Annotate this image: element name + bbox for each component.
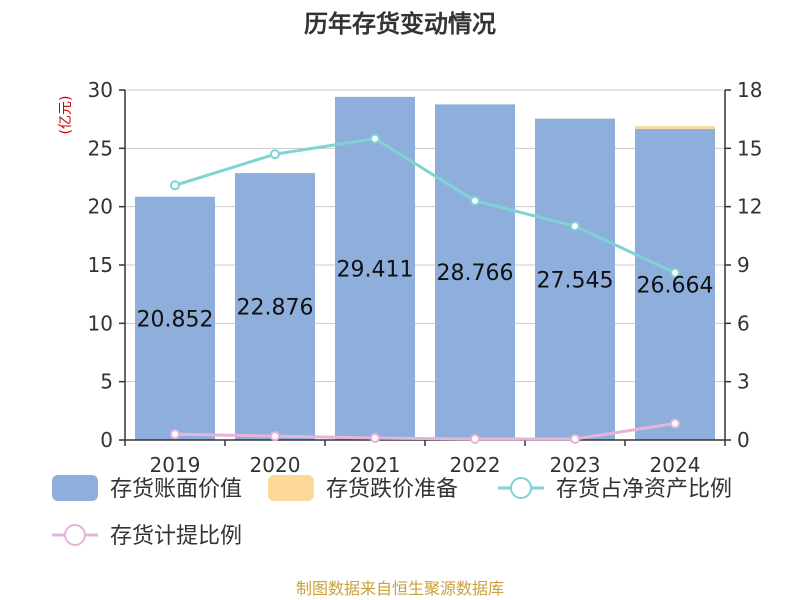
legend-marker: [510, 477, 532, 499]
bar-book-value: [135, 196, 215, 440]
x-tick-label: 2021: [350, 453, 401, 477]
line-point: [570, 221, 580, 232]
bars: [135, 96, 715, 441]
left-tick-label: 25: [88, 136, 113, 160]
bar-value-label: 26.664: [637, 273, 714, 298]
left-tick-label: 0: [100, 428, 113, 452]
line-point: [570, 434, 580, 445]
line-point: [670, 418, 680, 429]
bar-value-label: 29.411: [337, 257, 414, 282]
x-tick-label: 2020: [250, 453, 301, 477]
legend-label: 存货账面价值: [110, 477, 242, 502]
line-point: [470, 434, 480, 445]
x-tick-label: 2024: [650, 453, 701, 477]
bar-value-label: 27.545: [537, 268, 614, 293]
gridlines: [125, 89, 725, 383]
right-tick-label: 6: [737, 311, 750, 335]
right-tick-label: 3: [737, 370, 750, 394]
left-tick-label: 20: [88, 195, 113, 219]
left-tick-label: 10: [88, 311, 113, 335]
data-source-note: 制图数据来自恒生聚源数据库: [296, 579, 504, 598]
right-tick-label: 0: [737, 428, 750, 452]
bar-book-value: [235, 173, 315, 440]
axes: 0 5 10 15 20 25 30 0 3 6 9 12 15 18 2019 2020 2021 2022 20…: [88, 78, 763, 477]
right-tick-label: 18: [737, 78, 762, 102]
line-point: [170, 429, 180, 440]
legend-swatch: [52, 475, 98, 501]
bar-book-value: [635, 128, 715, 441]
left-tick-label: 15: [88, 253, 113, 277]
line-point: [170, 180, 180, 191]
legend-marker: [64, 524, 86, 546]
series-line: [174, 137, 676, 275]
x-tick-label: 2023: [550, 453, 601, 477]
bar-value-label: 28.766: [437, 261, 514, 286]
line-point: [370, 433, 380, 444]
bar-value-label: 20.852: [137, 307, 214, 332]
x-tick-label: 2022: [450, 453, 501, 477]
right-axis-unit: %: [796, 88, 800, 101]
x-tick-label: 2019: [150, 453, 201, 477]
line-point: [270, 149, 280, 160]
legend-label: 存货占净资产比例: [556, 477, 732, 502]
series-line: [174, 421, 676, 441]
right-tick-label: 12: [737, 195, 762, 219]
right-tick-label: 15: [737, 136, 762, 160]
bar-book-value: [535, 118, 615, 441]
legend-label: 存货计提比例: [110, 524, 242, 549]
right-tick-label: 9: [737, 253, 750, 277]
line-point: [270, 431, 280, 442]
bar-value-label: 22.876: [237, 296, 314, 321]
line-point: [470, 195, 480, 206]
left-tick-label: 5: [100, 370, 113, 394]
chart-title: 历年存货变动情况: [304, 10, 496, 38]
line-point: [670, 267, 680, 278]
legend-swatch: [268, 475, 314, 501]
line-point: [370, 133, 380, 144]
bar-impairment: [635, 126, 715, 129]
bar-labels: 20.852 22.876 29.411 28.766 27.545 26.664: [137, 257, 714, 332]
legend-label: 存货跌价准备: [326, 477, 458, 502]
lines: [170, 133, 680, 445]
bar-book-value: [435, 104, 515, 440]
left-axis-unit: (亿元): [58, 96, 74, 135]
left-tick-label: 30: [88, 78, 113, 102]
